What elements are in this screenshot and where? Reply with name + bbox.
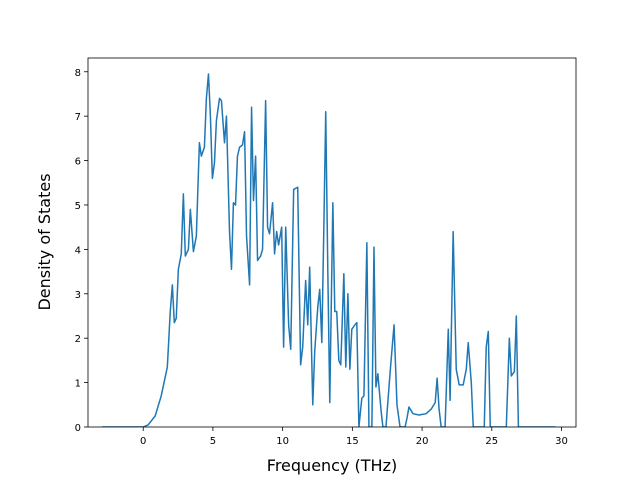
y-tick-label: 0 <box>75 423 81 434</box>
x-tick-label: 0 <box>140 436 146 447</box>
x-tick-label: 10 <box>276 436 289 447</box>
x-axis-label: Frequency (THz) <box>267 456 397 475</box>
y-tick-label: 7 <box>75 112 81 123</box>
plot-frame <box>87 57 577 428</box>
line <box>102 73 556 427</box>
x-tick-label: 20 <box>416 436 429 447</box>
y-tick-label: 5 <box>75 201 81 212</box>
y-tick-label: 8 <box>75 68 81 79</box>
y-tick-label: 3 <box>75 290 81 301</box>
x-tick-label: 5 <box>210 436 216 447</box>
y-tick-label: 6 <box>75 157 81 168</box>
y-axis-label: Density of States <box>35 173 54 310</box>
x-tick-label: 25 <box>485 436 498 447</box>
x-tick-label: 15 <box>346 436 359 447</box>
y-tick-label: 2 <box>75 334 81 345</box>
y-tick-label: 1 <box>75 379 81 390</box>
y-tick-label: 4 <box>75 245 81 256</box>
x-tick-label: 30 <box>555 436 568 447</box>
